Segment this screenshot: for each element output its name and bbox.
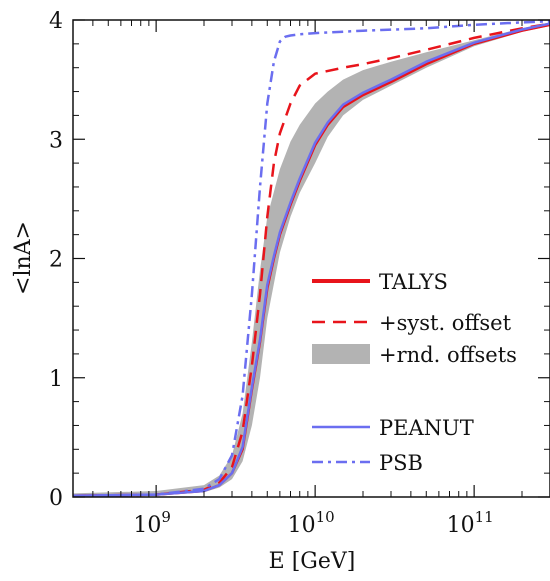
- series-line-syst-offset: [73, 22, 550, 497]
- y-axis-title: <lnA>: [11, 221, 36, 295]
- series-line-talys: [73, 23, 550, 497]
- x-axis-title: E [GeV]: [269, 549, 356, 574]
- y-tick-label: 1: [49, 367, 63, 392]
- y-tick-label: 3: [49, 128, 63, 153]
- y-tick-label: 0: [49, 486, 63, 511]
- legend-label-psb: PSB: [379, 451, 423, 475]
- legend-label-talys: TALYS: [379, 270, 448, 294]
- legend-label-peanut: PEANUT: [379, 416, 474, 440]
- plot-frame: [72, 19, 550, 498]
- x-tick-label: 109: [133, 508, 171, 538]
- x-tick-label: 1010: [288, 508, 335, 538]
- series-line-psb: [73, 20, 550, 497]
- y-tick-label: 4: [49, 9, 63, 34]
- series-layer: [73, 20, 550, 497]
- legend-swatch-rnd-offsets: [312, 344, 370, 364]
- legend-label-rnd-offsets: +rnd. offsets: [379, 343, 517, 367]
- x-tick-label: 1011: [447, 508, 494, 538]
- legend: TALYS +syst. offset +rnd. offsets PEANUT PSB: [312, 270, 517, 475]
- series-band-rnd-offsets: [73, 22, 550, 497]
- y-tick-label: 2: [49, 248, 63, 273]
- series-line-peanut: [73, 22, 550, 497]
- legend-label-syst-offset: +syst. offset: [379, 311, 512, 335]
